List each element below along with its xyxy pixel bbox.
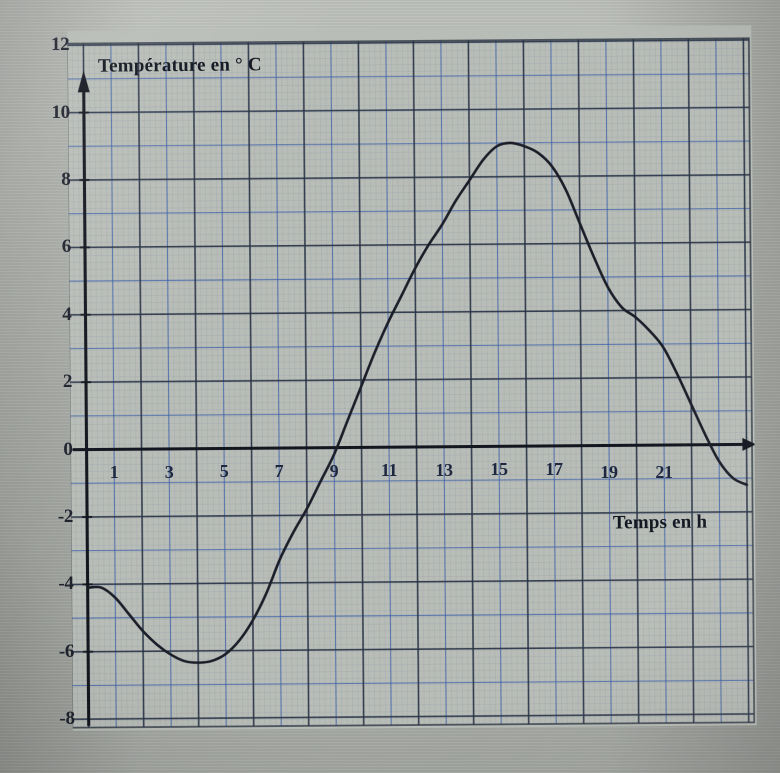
data-curve-group [86,141,749,664]
graph-paper-sheet [66,25,757,731]
y-axis-tick-label: 6 [61,236,72,258]
x-axis-tick-label: 9 [329,460,339,481]
x-axis-tick-label: 3 [164,461,174,482]
y-axis-tick-label: 12 [50,34,70,56]
grid-frame [66,37,756,729]
y-axis-title: Température en ° C [97,54,262,77]
y-axis-tick-label: -6 [58,640,75,662]
x-axis-tick-label: 17 [545,458,563,479]
x-axis-arrowhead [742,437,757,451]
x-axis-tick-label: 21 [655,462,673,483]
temperature-curve [86,141,749,664]
temperature-line-chart [66,25,757,731]
x-axis-tick-label: 7 [274,461,284,482]
y-axis-tick-label: -8 [59,708,75,730]
x-axis-line [72,442,748,452]
y-axis-tick-label: 10 [51,101,70,123]
chart-svg-container [66,25,757,731]
x-axis-tick-label: 13 [435,459,453,480]
y-axis-tick-label: -2 [57,505,74,527]
x-axis-tick-label: 15 [490,459,508,480]
chart-axes [72,70,757,726]
y-axis-tick-label: 2 [62,371,73,393]
y-axis-line [82,83,91,726]
x-axis-tick-label: 5 [219,461,229,482]
grid-background [67,25,757,731]
y-axis-tick-label: 0 [63,438,73,460]
y-axis-arrowhead [77,70,90,93]
y-axis-tick-label: 8 [61,168,71,190]
y-axis-tick-label: -4 [58,573,74,595]
x-axis-tick-label: 1 [109,462,119,483]
x-axis-title: Temps en h [612,511,708,534]
x-axis-tick-label: 19 [600,462,618,483]
x-axis-tick-label: 11 [380,460,398,481]
y-axis-tick-label: 4 [62,303,72,325]
